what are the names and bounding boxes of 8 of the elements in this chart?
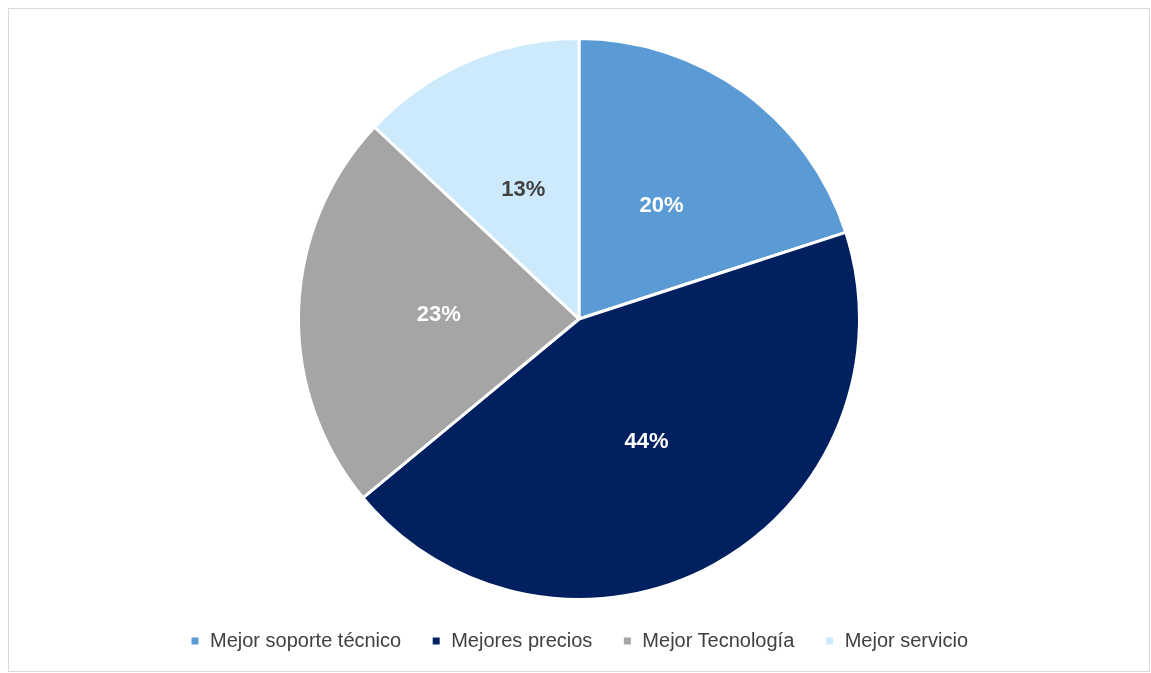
data-label: 44% [624,427,669,453]
data-label: 23% [416,300,461,326]
legend-label: Mejor Tecnología [642,628,796,651]
legend-label: Mejor soporte técnico [209,628,402,651]
data-label: 13% [501,176,546,202]
legend-label: Mejores precios [451,628,593,651]
data-label: 20% [639,191,684,217]
legend-label: Mejor servicio [844,628,969,651]
